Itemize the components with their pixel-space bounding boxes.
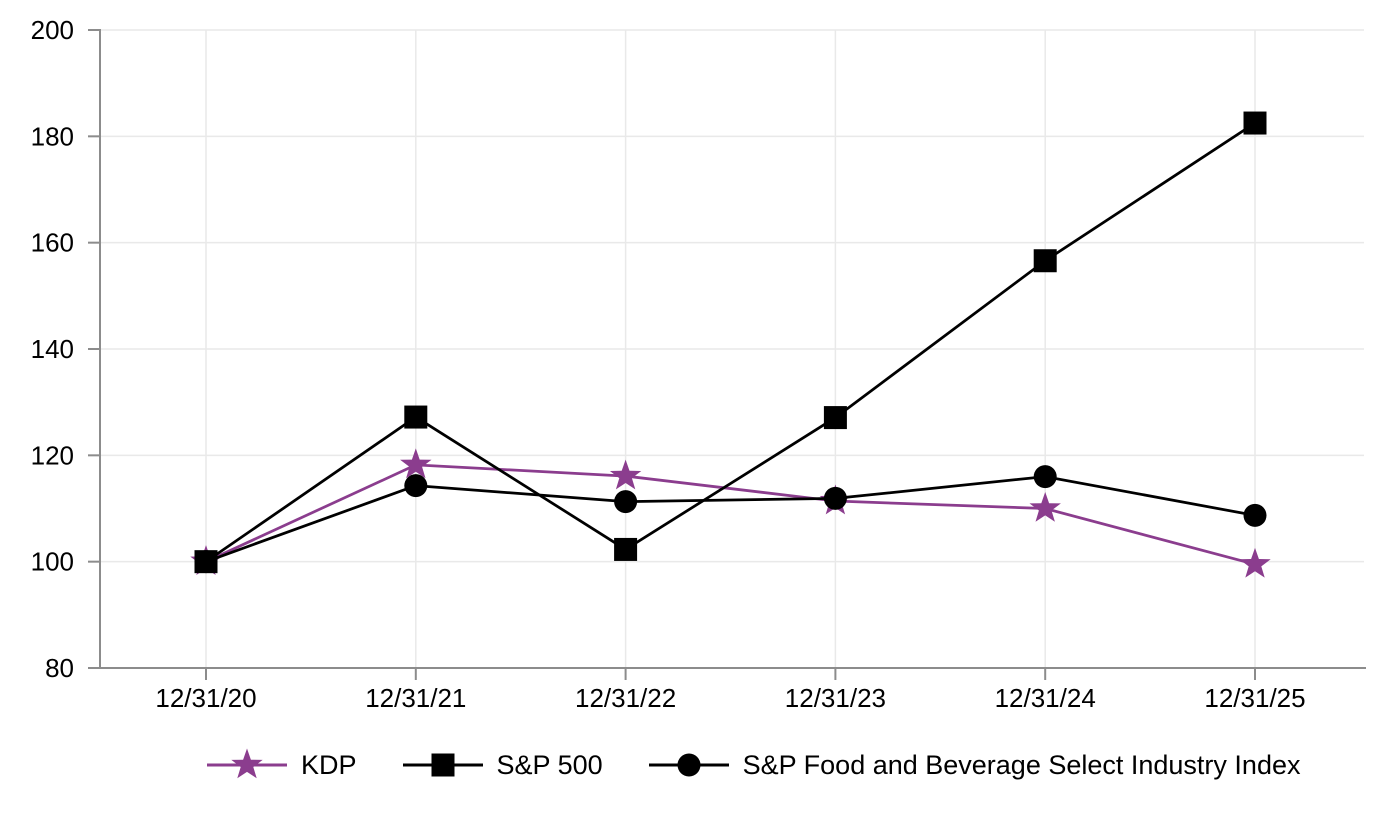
series-0-star-marker bbox=[400, 448, 432, 479]
y-tick-label: 160 bbox=[31, 228, 74, 258]
chart-legend: KDP S&P 500 S&P Food and Beverage Select… bbox=[203, 748, 1300, 782]
series-2-circle-marker bbox=[1243, 503, 1267, 527]
x-tick-label: 12/31/20 bbox=[155, 683, 256, 713]
legend-label-sp500: S&P 500 bbox=[496, 750, 603, 780]
x-tick-label: 12/31/22 bbox=[575, 683, 676, 713]
legend-item-sp500: S&P 500 bbox=[399, 748, 603, 782]
sp500-square-line-icon bbox=[402, 753, 483, 777]
y-tick-label: 180 bbox=[31, 121, 74, 151]
series-1-square-marker bbox=[823, 406, 847, 430]
legend-item-kdp: KDP bbox=[203, 748, 357, 782]
y-tick-label: 120 bbox=[31, 440, 74, 470]
plot-area: 80 100 120 140 160 180 200 12/31/20 12/31/21 12/3… bbox=[31, 15, 1366, 713]
series-0-star-marker bbox=[1239, 547, 1271, 578]
series-2-circle-marker bbox=[1033, 465, 1057, 489]
y-tick-label: 140 bbox=[31, 334, 74, 364]
y-tick-label: 200 bbox=[31, 15, 74, 45]
series-0-star-marker bbox=[609, 459, 642, 490]
series-2-circle-marker bbox=[404, 474, 428, 498]
y-tick-label: 80 bbox=[45, 653, 74, 683]
series-1-square-marker bbox=[404, 405, 428, 429]
y-tick-label: 100 bbox=[31, 547, 74, 577]
series-1-square-marker bbox=[1243, 111, 1267, 135]
series-2-circle-marker bbox=[614, 490, 638, 514]
series-1-square-marker bbox=[614, 537, 638, 561]
series-line-1 bbox=[205, 121, 1256, 563]
series-line-0 bbox=[205, 463, 1256, 566]
series-1-square-marker bbox=[194, 550, 218, 574]
x-tick-label: 12/31/25 bbox=[1204, 683, 1305, 713]
kdp-star-line-icon bbox=[207, 748, 287, 779]
sp-food-beverage-circle-line-icon bbox=[648, 753, 729, 777]
series-line-2 bbox=[205, 475, 1256, 563]
legend-label-sp-food-beverage: S&P Food and Beverage Select Industry In… bbox=[742, 750, 1301, 780]
x-tick-label: 12/31/23 bbox=[785, 683, 886, 713]
series-1-square-marker bbox=[1033, 249, 1057, 273]
legend-label-kdp: KDP bbox=[301, 750, 357, 780]
series-0-star-marker bbox=[1029, 492, 1061, 522]
x-tick-label: 12/31/24 bbox=[995, 683, 1096, 713]
legend-item-sp-food-beverage: S&P Food and Beverage Select Industry In… bbox=[645, 748, 1301, 782]
x-tick-label: 12/31/21 bbox=[365, 683, 466, 713]
series-2-circle-marker bbox=[823, 486, 847, 510]
